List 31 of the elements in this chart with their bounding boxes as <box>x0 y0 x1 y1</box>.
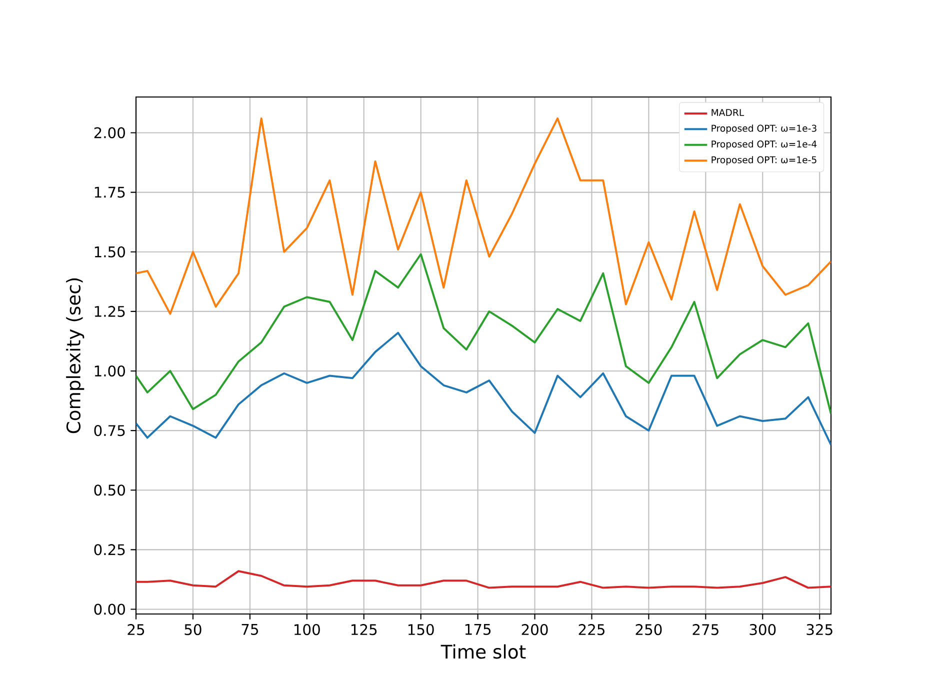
line-series <box>136 117 832 315</box>
x-tick-label: 75 <box>242 624 258 635</box>
x-tick-label: 150 <box>408 624 434 636</box>
legend-label: Proposed OPT: ω=1e-4 <box>712 140 817 150</box>
x-tick-label: 25 <box>128 624 144 636</box>
x-tick-label: 300 <box>750 624 776 636</box>
line-series <box>136 253 832 415</box>
legend-label: MADRL <box>712 109 744 116</box>
x-tick-label: 200 <box>522 624 548 636</box>
legend-label: Proposed OPT: ω=1e-3 <box>712 124 816 134</box>
y-tick-label: 0.50 <box>94 484 125 496</box>
x-axis-title: Time slot <box>440 644 526 659</box>
y-tick-label: 1.75 <box>94 186 125 198</box>
x-tick-label: 275 <box>692 624 718 636</box>
y-tick-label: 1.00 <box>94 365 125 377</box>
x-tick-label: 125 <box>351 624 377 636</box>
x-tick-label: 325 <box>806 624 832 636</box>
x-tick-label: 50 <box>184 624 202 636</box>
x-tick-label: 100 <box>294 624 320 636</box>
y-tick-label: 0.75 <box>94 425 125 436</box>
x-tick-label: 225 <box>578 624 604 636</box>
x-tick-label: 250 <box>636 624 662 636</box>
y-tick-label: 1.25 <box>94 306 125 317</box>
x-tick-label: 175 <box>465 624 491 635</box>
y-tick-label: 0.00 <box>94 604 125 615</box>
y-tick-label: 1.50 <box>94 246 125 258</box>
legend-label: Proposed OPT: ω=1e-5 <box>712 156 816 166</box>
y-axis-title: Complexity (sec) <box>66 278 84 434</box>
line-series <box>136 332 832 446</box>
y-tick-label: 2.00 <box>94 127 125 138</box>
y-tick-label: 0.25 <box>94 544 125 556</box>
